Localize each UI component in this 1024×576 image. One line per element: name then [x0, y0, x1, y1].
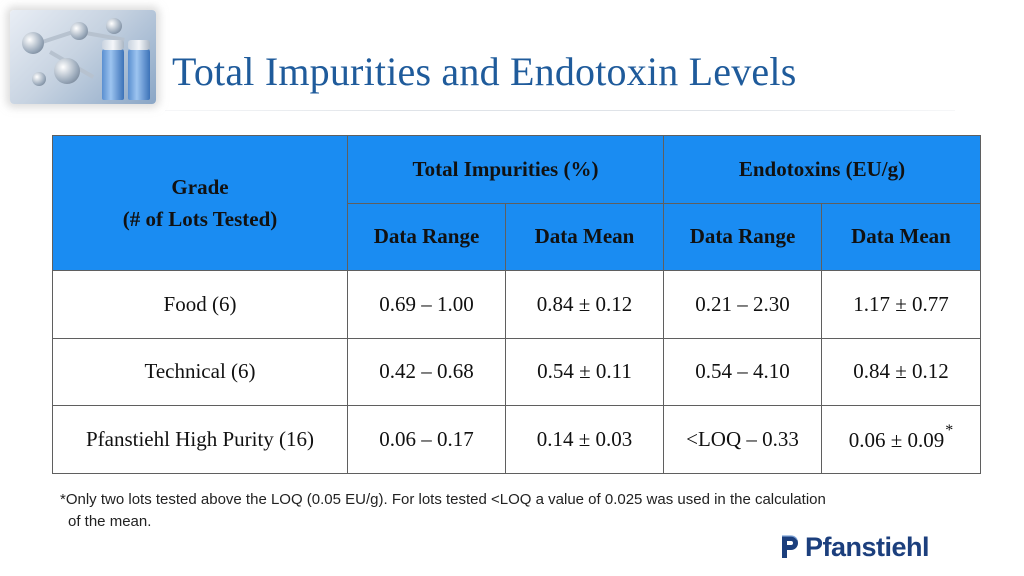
- impurities-mean-cell: 0.14 ± 0.03: [505, 405, 664, 474]
- endotoxins-range-cell: 0.21 – 2.30: [663, 270, 822, 339]
- grade-cell: Food (6): [52, 270, 348, 339]
- impurities-range-cell: 0.06 – 0.17: [347, 405, 506, 474]
- table-subheader-row: Data Range Data Mean Data Range Data Mea…: [53, 202, 981, 271]
- results-table: Grade (# of Lots Tested) Total Impuritie…: [52, 135, 981, 474]
- table-header-row: Grade (# of Lots Tested) Total Impuritie…: [52, 135, 981, 271]
- table-row: Technical (6) 0.42 – 0.68 0.54 ± 0.11 0.…: [52, 337, 981, 406]
- grade-cell: Pfanstiehl High Purity (16): [52, 405, 348, 474]
- pfanstiehl-logo: Pfanstiehl: [779, 530, 930, 564]
- endotoxins-group-header: Endotoxins (EU/g): [663, 135, 981, 204]
- grade-header-line2: (# of Lots Tested): [122, 207, 278, 231]
- impurities-mean-cell: 0.54 ± 0.11: [505, 337, 664, 406]
- endotoxins-mean-cell: 0.84 ± 0.12: [821, 337, 981, 406]
- endotoxins-mean-cell: 0.06 ± 0.09*: [821, 405, 981, 474]
- grade-cell: Technical (6): [52, 337, 348, 406]
- impurities-range-header: Data Range: [347, 202, 506, 271]
- pfanstiehl-logo-mark-icon: [782, 535, 798, 558]
- header-lab-photo: [10, 10, 156, 104]
- footnote: *Only two lots tested above the LOQ (0.0…: [60, 489, 960, 533]
- endotoxins-range-header: Data Range: [663, 202, 822, 271]
- footnote-marker: *: [945, 421, 954, 439]
- impurities-group-header: Total Impurities (%): [347, 135, 664, 204]
- impurities-mean-cell: 0.84 ± 0.12: [505, 270, 664, 339]
- endotoxins-mean-header: Data Mean: [821, 202, 981, 271]
- footnote-line1: *Only two lots tested above the LOQ (0.0…: [60, 491, 826, 508]
- endotoxins-mean-value: 0.06 ± 0.09: [848, 427, 945, 452]
- impurities-mean-header: Data Mean: [505, 202, 664, 271]
- grade-header: Grade (# of Lots Tested): [52, 135, 348, 271]
- footnote-line2: of the mean.: [68, 513, 152, 530]
- slide-title: Total Impurities and Endotoxin Levels: [172, 49, 797, 94]
- grade-header-line1: Grade: [171, 175, 229, 199]
- impurities-range-cell: 0.69 – 1.00: [347, 270, 506, 339]
- endotoxins-range-cell: <LOQ – 0.33: [663, 405, 822, 474]
- pfanstiehl-logo-text: Pfanstiehl: [805, 531, 930, 562]
- table-row: Food (6) 0.69 – 1.00 0.84 ± 0.12 0.21 – …: [52, 270, 981, 339]
- table-row: Pfanstiehl High Purity (16) 0.06 – 0.17 …: [52, 405, 981, 474]
- endotoxins-mean-cell: 1.17 ± 0.77: [821, 270, 981, 339]
- impurities-range-cell: 0.42 – 0.68: [347, 337, 506, 406]
- title-divider: [165, 110, 955, 111]
- endotoxins-range-cell: 0.54 – 4.10: [663, 337, 822, 406]
